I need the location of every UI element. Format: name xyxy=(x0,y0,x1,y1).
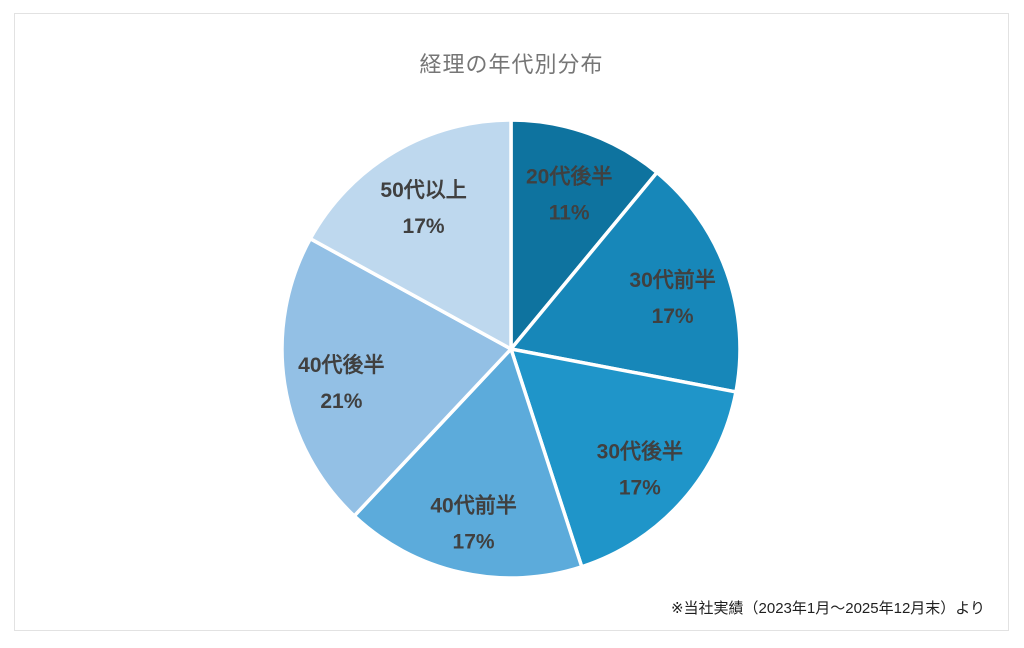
pie-slice-4 xyxy=(280,236,513,518)
slice-label-1: 30代前半 17% xyxy=(629,268,715,328)
slice-label-0: 20代後半 11% xyxy=(526,164,612,224)
slice-label-5: 50代以上 17% xyxy=(380,179,466,238)
pie-slice-1 xyxy=(509,170,742,394)
slice-label-2: 30代後半 17% xyxy=(597,440,683,500)
slice-label-4: 40代後半 21% xyxy=(298,353,384,413)
chart-footnote: ※当社実績（2023年1月～2025年12月末）より xyxy=(670,600,985,617)
pie-slice-5 xyxy=(308,118,513,351)
slice-label-3: 40代前半 17% xyxy=(430,494,516,554)
chart-title: 経理の年代別分布 xyxy=(419,52,604,77)
pie-slice-3 xyxy=(352,347,584,580)
pie-slice-0 xyxy=(509,118,659,351)
pie-slice-2 xyxy=(509,347,738,569)
